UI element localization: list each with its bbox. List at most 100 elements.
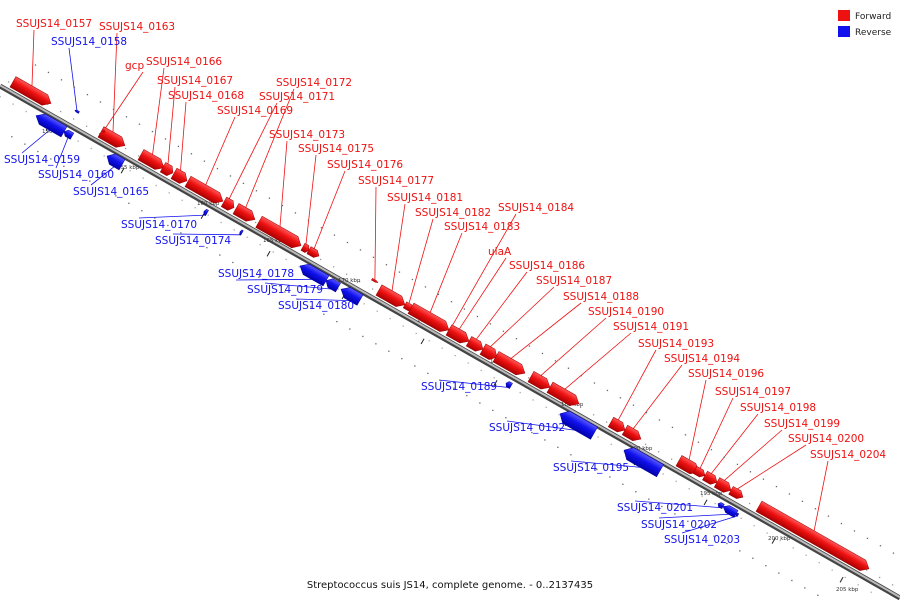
guide-dot — [545, 406, 547, 409]
guide-dot — [203, 160, 206, 162]
gene-ulaa[interactable] — [445, 324, 472, 347]
gene-arrow[interactable] — [607, 416, 627, 435]
gene-ssujs14-0177[interactable] — [371, 277, 379, 283]
gene-ssujs14-0187[interactable] — [479, 343, 500, 362]
gene-arrow[interactable] — [9, 76, 54, 109]
gene-label: SSUJS14_0157 — [16, 18, 92, 30]
gene-ssujs14-0193[interactable] — [607, 416, 627, 435]
gene-arrow[interactable] — [300, 243, 311, 253]
gene-arrow[interactable] — [407, 302, 452, 335]
guide-dot — [389, 317, 391, 320]
gene-ssujs14-0158[interactable] — [74, 109, 80, 114]
gene-ssujs14-0165[interactable] — [104, 151, 126, 171]
guide-dot — [623, 451, 625, 453]
gene-ssujs14-0173[interactable] — [255, 215, 304, 251]
gene-ssujs14-0186[interactable] — [465, 336, 485, 354]
gene-arrow[interactable] — [505, 380, 513, 389]
gene-arrow[interactable] — [239, 229, 244, 236]
gene-arrow[interactable] — [62, 129, 75, 140]
gene-ssujs14-0203[interactable] — [735, 512, 740, 517]
guide-dot — [713, 535, 715, 537]
gene-ssujs14-0200[interactable] — [728, 486, 745, 501]
guide-dot — [814, 508, 817, 510]
guide-dot — [891, 584, 894, 586]
gene-arrow[interactable] — [203, 208, 209, 216]
gene-ssujs14-0159[interactable] — [33, 110, 68, 138]
gene-arrow[interactable] — [479, 343, 500, 362]
gene-arrow[interactable] — [104, 151, 126, 171]
gene-arrow[interactable] — [527, 370, 553, 392]
guide-dot — [580, 374, 583, 377]
guide-dot — [726, 542, 728, 545]
gene-ssujs14-0166[interactable] — [137, 149, 167, 173]
gene-arrow[interactable] — [717, 502, 725, 510]
gene-arrow[interactable] — [621, 444, 664, 478]
gene-arrow[interactable] — [338, 284, 364, 306]
gene-ssujs14-0174[interactable] — [239, 229, 244, 236]
gene-arrow[interactable] — [184, 175, 226, 206]
gene-arrow[interactable] — [324, 276, 341, 293]
gene-arrow[interactable] — [713, 477, 733, 496]
gene-arrow[interactable] — [755, 500, 872, 574]
gene-ssujs14-0181[interactable] — [375, 284, 408, 310]
gene-arrow[interactable] — [621, 424, 643, 444]
gene-ssujs14-0172[interactable] — [232, 203, 258, 225]
gene-arrow[interactable] — [220, 196, 236, 212]
gene-ssujs14-0199[interactable] — [713, 477, 733, 496]
gene-ssujs14-0202[interactable] — [721, 503, 739, 518]
gene-arrow[interactable] — [375, 284, 408, 310]
gene-ssujs14-0157[interactable] — [9, 76, 54, 109]
gene-arrow[interactable] — [728, 486, 745, 501]
gene-arrow[interactable] — [557, 408, 598, 440]
gene-arrow[interactable] — [232, 203, 258, 225]
gene-ssujs14-0175[interactable] — [300, 243, 311, 253]
gene-arrow[interactable] — [170, 167, 190, 186]
gene-arrow[interactable] — [721, 503, 739, 518]
gene-ssujs14-0170[interactable] — [203, 208, 209, 216]
genome-backbone — [0, 83, 900, 600]
gene-gcp[interactable] — [102, 129, 106, 133]
gene-arrow[interactable] — [546, 381, 582, 409]
gene-ssujs14-0178[interactable] — [297, 261, 330, 287]
gene-ssujs14-0176[interactable] — [306, 246, 321, 260]
guide-dot — [47, 71, 50, 74]
gene-ssujs14-0180[interactable] — [338, 284, 364, 306]
gene-arrow[interactable] — [102, 129, 106, 133]
gene-arrow[interactable] — [306, 246, 321, 260]
gene-arrow[interactable] — [137, 149, 167, 173]
guide-dot — [844, 576, 846, 579]
gene-ssujs14-0168[interactable] — [170, 167, 190, 186]
gene-ssujs14-0189[interactable] — [505, 380, 513, 389]
gene-arrow[interactable] — [465, 336, 485, 354]
guide-dot — [362, 335, 364, 338]
gene-arrow[interactable] — [74, 109, 80, 114]
gene-ssujs14-0167[interactable] — [159, 162, 175, 177]
gene-ssujs14-0171[interactable] — [220, 196, 236, 212]
gene-ssujs14-0204[interactable] — [755, 500, 872, 574]
gene-arrow[interactable] — [255, 215, 304, 251]
guide-dot — [259, 244, 261, 246]
gene-ssujs14-0183[interactable] — [407, 302, 452, 335]
gene-ssujs14-0179[interactable] — [324, 276, 341, 293]
gene-ssujs14-0188[interactable] — [492, 351, 528, 378]
gene-arrow[interactable] — [492, 351, 528, 378]
guide-dot — [181, 199, 183, 201]
gene-ssujs14-0190[interactable] — [527, 370, 553, 392]
gene-ssujs14-0201[interactable] — [717, 502, 725, 510]
gene-arrow[interactable] — [33, 110, 68, 138]
gene-arrow[interactable] — [297, 261, 330, 287]
gene-arrow[interactable] — [445, 324, 472, 347]
gene-ssujs14-0191[interactable] — [546, 381, 582, 409]
gene-ssujs14-0192[interactable] — [557, 408, 598, 440]
gene-ssujs14-0195[interactable] — [621, 444, 664, 478]
gene-arrow[interactable] — [692, 466, 707, 479]
gene-arrow[interactable] — [702, 470, 719, 487]
gene-ssujs14-0160[interactable] — [62, 129, 75, 140]
gene-ssujs14-0194[interactable] — [621, 424, 643, 444]
gene-arrow[interactable] — [159, 162, 175, 177]
gene-ssujs14-0169[interactable] — [184, 175, 226, 206]
gene-ssujs14-0198[interactable] — [702, 470, 719, 487]
gene-ssujs14-0197[interactable] — [692, 466, 707, 479]
gene-arrow[interactable] — [735, 512, 740, 517]
gene-arrow[interactable] — [371, 277, 379, 283]
